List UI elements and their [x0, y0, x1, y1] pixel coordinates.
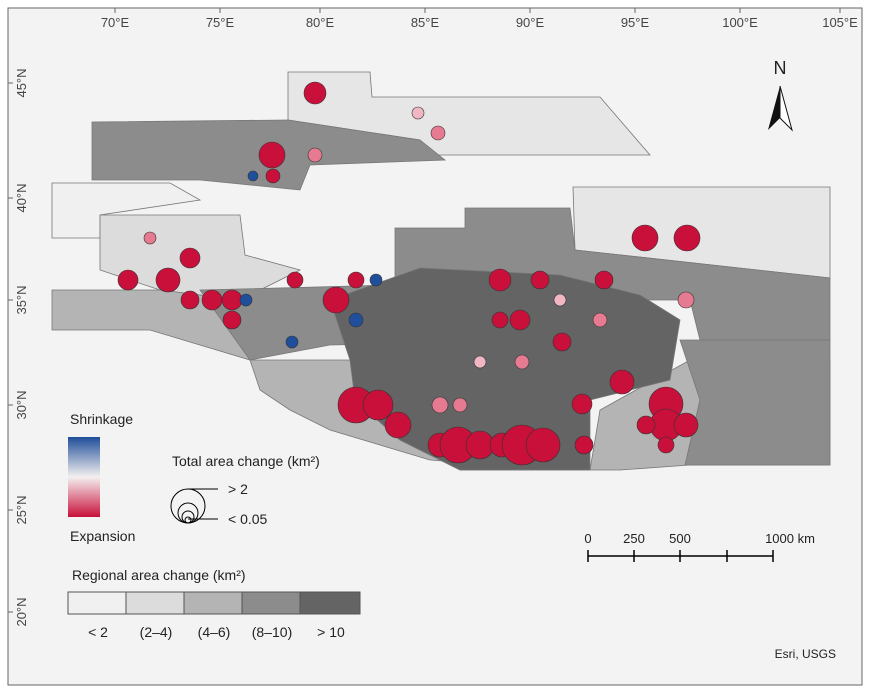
lon-label: 105°E	[822, 15, 858, 30]
labels: N Shrinkage Expansion Total area change …	[67, 58, 793, 615]
size-legend-circles	[170, 488, 218, 524]
lat-label: 35°N	[14, 285, 29, 314]
scale-label: 0	[584, 531, 591, 546]
lon-label: 90°E	[516, 15, 545, 30]
region	[679, 339, 831, 466]
lon-label: 95°E	[621, 15, 650, 30]
lon-label: 75°E	[206, 15, 235, 30]
north-arrow	[779, 85, 793, 132]
lon-label: 100°E	[722, 15, 758, 30]
color-legend-top: Shrinkage	[70, 411, 133, 427]
region-legend-boxes	[67, 591, 361, 615]
north-label: N	[774, 58, 787, 78]
scale-label: 1000 km	[765, 531, 815, 546]
lake-markers	[117, 81, 701, 466]
lat-label: 20°N	[14, 597, 29, 626]
lon-label: 80°E	[306, 15, 335, 30]
attribution: Esri, USGS	[775, 647, 836, 661]
scale-bar	[587, 550, 774, 562]
color-legend-bar	[68, 437, 100, 517]
size-legend-title: Total area change (km²)	[172, 453, 320, 469]
scale-label: 500	[669, 531, 691, 546]
lon-label: 85°E	[411, 15, 440, 30]
region-legend-label: > 10	[317, 624, 345, 640]
region-legend-label: < 2	[88, 624, 108, 640]
size-legend-label: > 2	[228, 481, 248, 497]
size-legend-label: < 0.05	[228, 511, 268, 527]
region-legend-label: (8–10)	[252, 624, 292, 640]
region-legend-label: (2–4)	[140, 624, 173, 640]
region-legend-label: (4–6)	[198, 624, 231, 640]
lat-label: 40°N	[14, 183, 29, 212]
lat-label: 45°N	[14, 68, 29, 97]
scale-label: 250	[623, 531, 645, 546]
color-legend-bottom: Expansion	[70, 528, 135, 544]
lat-label: 25°N	[14, 495, 29, 524]
north-arrow	[768, 86, 780, 130]
lon-label: 70°E	[101, 15, 130, 30]
region-legend-title: Regional area change (km²)	[72, 567, 246, 583]
lat-label: 30°N	[14, 390, 29, 419]
